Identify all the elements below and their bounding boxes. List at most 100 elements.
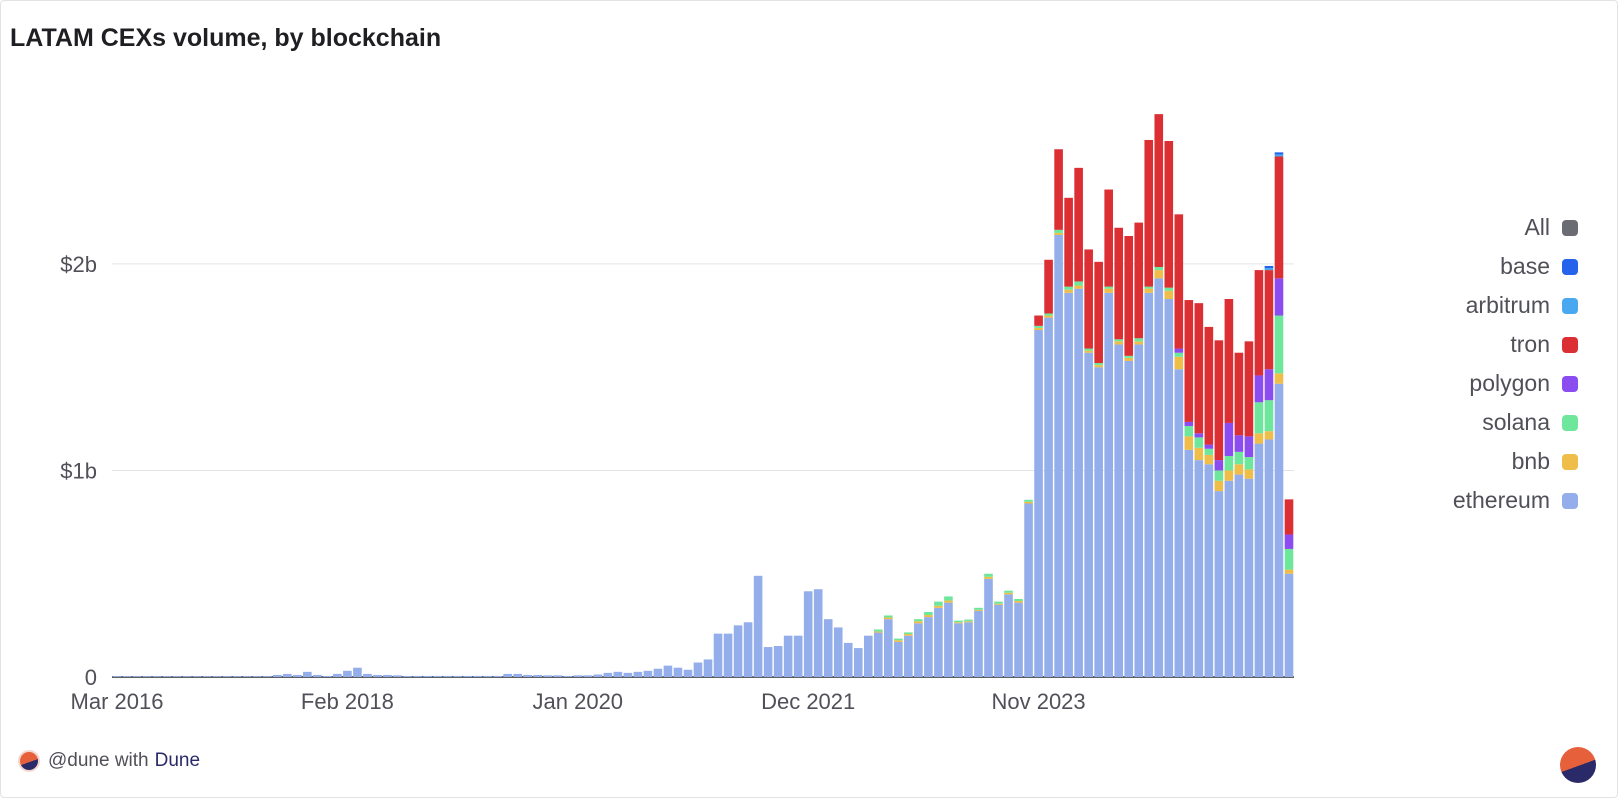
bar-segment-ethereum[interactable] <box>894 641 903 677</box>
bar-segment-ethereum[interactable] <box>1274 383 1284 677</box>
bar-segment-ethereum[interactable] <box>132 676 142 677</box>
bar-segment-bnb[interactable] <box>954 622 963 624</box>
bar-segment-ethereum[interactable] <box>994 604 1003 677</box>
bar-segment-ethereum[interactable] <box>343 670 352 677</box>
bar-segment-bnb[interactable] <box>1154 270 1164 279</box>
bar-segment-bnb[interactable] <box>1214 480 1224 492</box>
bar-segment-tron[interactable] <box>1184 300 1194 422</box>
bar-segment-ethereum[interactable] <box>693 662 703 677</box>
bar-segment-bnb[interactable] <box>1254 433 1264 444</box>
bar-segment-polygon[interactable] <box>1234 435 1244 452</box>
bar-segment-tron[interactable] <box>1144 139 1154 287</box>
bar-segment-ethereum[interactable] <box>653 668 663 677</box>
bar-segment-bnb[interactable] <box>994 603 1003 605</box>
bar-segment-ethereum[interactable] <box>1184 449 1194 677</box>
bar-segment-bnb[interactable] <box>1164 290 1174 300</box>
bar-segment-ethereum[interactable] <box>1144 292 1154 677</box>
bar-segment-polygon[interactable] <box>1254 375 1264 403</box>
bar-segment-tron[interactable] <box>1124 236 1134 356</box>
bar-segment-bnb[interactable] <box>974 609 983 611</box>
bar-segment-ethereum[interactable] <box>1004 594 1013 677</box>
bar-segment-solana[interactable] <box>1144 286 1154 289</box>
bar-segment-bnb[interactable] <box>934 605 943 608</box>
bar-segment-ethereum[interactable] <box>222 676 232 677</box>
bar-segment-ethereum[interactable] <box>1204 464 1214 677</box>
bar-segment-bnb[interactable] <box>1204 454 1214 465</box>
bar-segment-ethereum[interactable] <box>473 675 482 677</box>
bar-segment-solana[interactable] <box>994 601 1003 604</box>
bar-segment-ethereum[interactable] <box>403 675 412 677</box>
bar-segment-solana[interactable] <box>894 638 903 641</box>
bar-segment-bnb[interactable] <box>1174 356 1184 370</box>
bar-segment-tron[interactable] <box>1204 326 1214 445</box>
bar-segment-tron[interactable] <box>1234 352 1244 436</box>
footer-handle[interactable]: @dune with <box>48 750 149 771</box>
bar-segment-ethereum[interactable] <box>172 676 182 677</box>
bar-segment-ethereum[interactable] <box>944 602 953 677</box>
bar-segment-ethereum[interactable] <box>793 635 803 677</box>
bar-segment-solana[interactable] <box>1134 338 1144 342</box>
bar-segment-ethereum[interactable] <box>323 675 332 677</box>
bar-segment-bnb[interactable] <box>1284 569 1294 574</box>
bar-segment-ethereum[interactable] <box>1214 491 1224 677</box>
footer-brand-link[interactable]: Dune <box>154 750 201 771</box>
bar-segment-solana[interactable] <box>1234 451 1244 465</box>
bar-segment-bnb[interactable] <box>884 617 893 620</box>
bar-segment-ethereum[interactable] <box>112 676 122 677</box>
bar-segment-tron[interactable] <box>1254 270 1264 376</box>
bar-segment-ethereum[interactable] <box>783 635 793 677</box>
bar-segment-ethereum[interactable] <box>1114 344 1124 677</box>
bar-segment-solana[interactable] <box>984 573 993 577</box>
bar-segment-ethereum[interactable] <box>1024 503 1033 677</box>
bar-segment-ethereum[interactable] <box>563 675 573 677</box>
bar-segment-solana[interactable] <box>1274 315 1284 374</box>
bar-segment-ethereum[interactable] <box>232 676 242 677</box>
bar-segment-ethereum[interactable] <box>533 674 543 677</box>
bar-segment-solana[interactable] <box>1164 287 1174 291</box>
bar-segment-ethereum[interactable] <box>413 675 422 677</box>
bar-segment-bnb[interactable] <box>1134 341 1144 345</box>
bar-segment-ethereum[interactable] <box>904 635 913 677</box>
legend-item-ethereum[interactable]: ethereum <box>1358 481 1578 520</box>
bar-segment-bnb[interactable] <box>944 600 953 603</box>
bar-segment-ethereum[interactable] <box>803 591 813 677</box>
bar-segment-solana[interactable] <box>974 607 983 610</box>
bar-segment-ethereum[interactable] <box>974 610 983 677</box>
bar-segment-polygon[interactable] <box>1184 421 1194 427</box>
bar-segment-solana[interactable] <box>1074 281 1083 286</box>
bar-segment-bnb[interactable] <box>1074 285 1083 289</box>
bar-segment-solana[interactable] <box>934 601 943 606</box>
bar-segment-tron[interactable] <box>1154 114 1164 267</box>
bar-segment-ethereum[interactable] <box>673 667 683 677</box>
bar-segment-ethereum[interactable] <box>1154 278 1164 677</box>
bar-segment-ethereum[interactable] <box>523 674 533 677</box>
bar-segment-bnb[interactable] <box>1264 431 1274 440</box>
bar-segment-polygon[interactable] <box>1174 348 1184 353</box>
bar-segment-tron[interactable] <box>1224 299 1234 423</box>
bar-segment-ethereum[interactable] <box>743 622 753 677</box>
bar-segment-ethereum[interactable] <box>1044 317 1053 677</box>
bar-segment-solana[interactable] <box>1104 286 1113 289</box>
bar-segment-tron[interactable] <box>1284 499 1294 535</box>
bar-segment-ethereum[interactable] <box>623 672 633 677</box>
bar-segment-ethereum[interactable] <box>593 674 603 677</box>
bar-segment-ethereum[interactable] <box>863 635 873 677</box>
legend-item-bnb[interactable]: bnb <box>1358 442 1578 481</box>
legend-item-base[interactable]: base <box>1358 247 1578 286</box>
bar-segment-bnb[interactable] <box>1064 289 1073 293</box>
bar-segment-solana[interactable] <box>964 619 973 622</box>
bar-segment-ethereum[interactable] <box>202 676 212 677</box>
bar-segment-ethereum[interactable] <box>753 575 763 677</box>
bar-segment-solana[interactable] <box>1244 457 1254 470</box>
bar-segment-ethereum[interactable] <box>1034 329 1043 677</box>
bar-segment-solana[interactable] <box>1264 400 1274 432</box>
bar-segment-ethereum[interactable] <box>813 589 823 677</box>
bar-segment-ethereum[interactable] <box>543 675 553 677</box>
bar-segment-ethereum[interactable] <box>1094 367 1103 677</box>
bar-segment-bnb[interactable] <box>914 621 923 624</box>
bar-segment-bnb[interactable] <box>904 634 913 636</box>
bar-segment-polygon[interactable] <box>1194 433 1204 438</box>
bar-segment-ethereum[interactable] <box>152 676 162 677</box>
bar-segment-tron[interactable] <box>1084 249 1093 349</box>
bar-segment-bnb[interactable] <box>1044 315 1053 318</box>
